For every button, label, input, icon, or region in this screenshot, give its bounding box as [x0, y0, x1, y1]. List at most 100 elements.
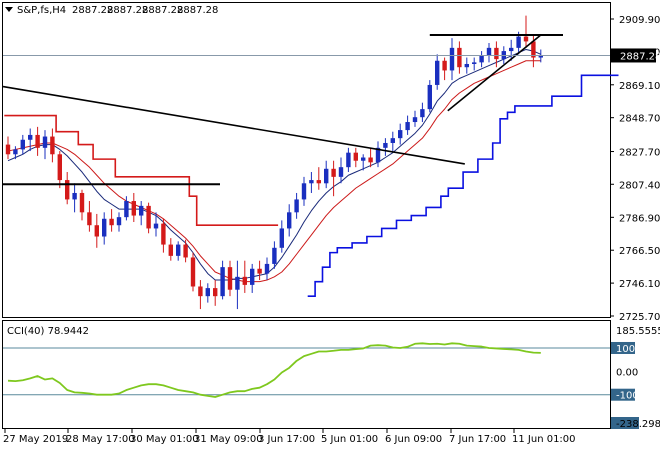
ohlc-low: 2887.28: [142, 5, 183, 16]
candle-body: [264, 263, 270, 274]
candle-body: [449, 47, 455, 71]
candle-body: [472, 62, 477, 64]
price-tick-label: 2848.70: [619, 114, 660, 125]
candle-body: [368, 157, 373, 163]
current-price-tag: [611, 48, 656, 63]
current-price-label: 2887.28: [620, 51, 660, 62]
candles: [5, 15, 543, 310]
candle-body: [176, 244, 181, 256]
candle-body: [94, 225, 99, 237]
cci-line: [7, 342, 541, 398]
candle-body: [331, 168, 336, 177]
candle-body: [324, 168, 329, 184]
candle-body: [523, 36, 529, 42]
candle-body: [486, 47, 492, 56]
time-label: 3 Jun 17:00: [258, 434, 315, 445]
ohlc-high: 2887.28: [107, 5, 148, 16]
drawn-objects[interactable]: [2, 33, 563, 186]
price-tick-label: 2766.50: [619, 246, 660, 257]
cci-level-tag: [611, 341, 635, 354]
candle-body: [235, 276, 240, 290]
candle-body: [220, 267, 225, 297]
main-price-panel[interactable]: [2, 2, 611, 318]
candle-body: [161, 223, 166, 245]
cci-indicator-panel[interactable]: [2, 320, 611, 429]
candle-body: [65, 180, 70, 200]
ohlc-close: 2887.28: [177, 5, 218, 16]
candle-body: [124, 201, 129, 218]
candle-body: [494, 47, 499, 60]
candle-body: [131, 201, 136, 216]
candle-body: [412, 117, 418, 123]
price-tick-label: 2786.90: [619, 213, 660, 224]
candle-body: [257, 268, 262, 274]
candle-body: [509, 47, 514, 52]
candle-body: [242, 276, 247, 285]
candle-body: [427, 84, 432, 110]
candle-body: [479, 55, 484, 63]
candle-body: [420, 109, 425, 118]
symbol-label: S&P,fs,H4: [17, 5, 66, 16]
cci-title: CCI(40) 78.9442: [7, 326, 89, 337]
candle-body: [272, 247, 277, 264]
price-tick-label: 2725.70: [619, 312, 660, 323]
cci-min-tag: [611, 417, 639, 429]
candle-body: [102, 218, 107, 237]
candle-body: [250, 268, 255, 285]
price-tick-label: 2746.10: [619, 279, 660, 290]
candle-body: [361, 157, 366, 161]
time-label: 5 Jun 01:00: [321, 434, 378, 445]
candle-body: [405, 122, 410, 131]
cci-level-tag: [611, 388, 635, 401]
time-label: 7 Jun 17:00: [449, 434, 506, 445]
candle-body: [435, 60, 440, 85]
candle-body: [227, 267, 233, 290]
candle-body: [20, 139, 25, 150]
candle-body: [5, 144, 11, 155]
time-label: 6 Jun 09:00: [385, 434, 442, 445]
cci-scale-label: 0.00: [616, 367, 638, 378]
candle-body: [146, 205, 151, 229]
cci-scale-label: -238.2989: [616, 419, 660, 430]
time-label: 30 May 01:00: [130, 434, 199, 445]
collapse-triangle-icon[interactable]: [5, 7, 13, 12]
candle-body: [383, 142, 388, 148]
candle-body: [72, 192, 77, 200]
channel-upper-line: [4, 114, 279, 227]
candle-body: [346, 152, 351, 168]
candle-body: [442, 60, 447, 71]
candle-body: [205, 288, 210, 297]
candle-body: [213, 288, 218, 297]
candle-body: [13, 149, 18, 155]
price-tick-label: 2869.10: [619, 81, 660, 92]
candle-body: [294, 199, 299, 213]
candle-body: [338, 167, 344, 177]
candle-body: [168, 244, 173, 256]
candle-body: [287, 212, 292, 229]
candle-body: [87, 212, 92, 226]
candle-body: [279, 228, 284, 248]
ohlc-open: 2887.28: [72, 5, 113, 16]
slow-moving-average: [7, 60, 541, 283]
candle-body: [464, 63, 469, 68]
cci-lines: [3, 342, 610, 398]
candle-body: [390, 138, 395, 143]
candle-body: [79, 192, 85, 213]
candle-body: [153, 223, 159, 229]
time-label: 31 May 09:00: [194, 434, 263, 445]
candle-body: [35, 134, 40, 148]
candle-body: [531, 41, 536, 58]
candle-body: [301, 183, 307, 200]
candle-body: [398, 130, 403, 139]
candle-body: [198, 286, 203, 297]
candle-body: [57, 154, 62, 181]
price-tick-label: 2909.90: [619, 15, 660, 26]
candle-body: [183, 244, 188, 258]
cci-scale-label: 185.5555: [616, 326, 660, 337]
price-tick-label: 2827.70: [619, 148, 660, 159]
cci-level-label: -100: [616, 391, 639, 402]
candle-body: [457, 47, 462, 68]
candle-body: [190, 257, 196, 287]
